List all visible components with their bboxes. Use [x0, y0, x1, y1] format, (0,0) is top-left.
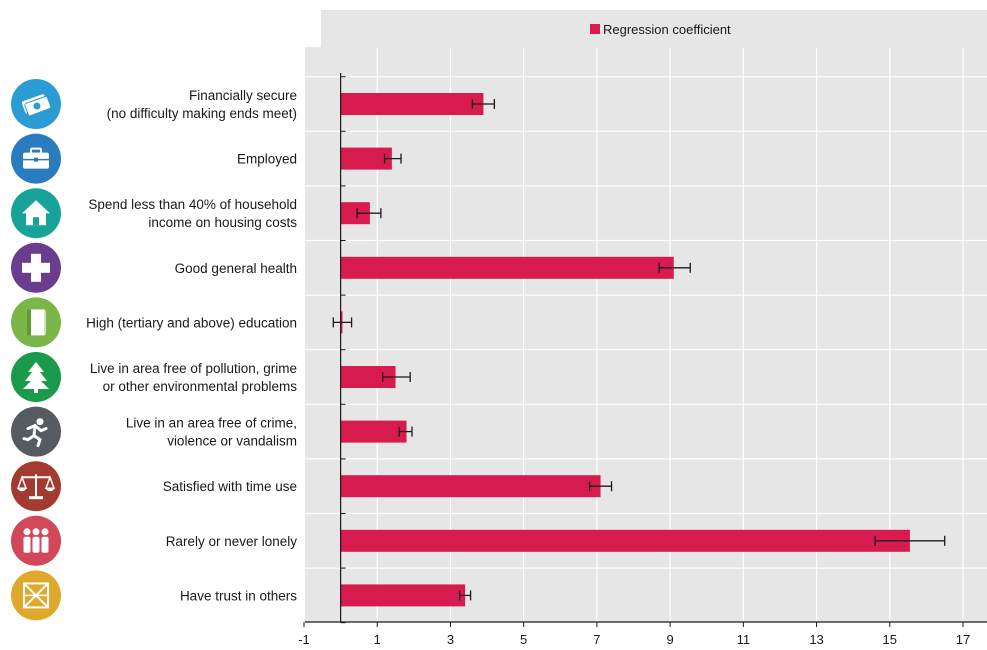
- x-tick-label: 13: [809, 632, 823, 647]
- axes: -1 1 3 5 7 9 11 13 15 17: [298, 73, 987, 647]
- bar: [340, 529, 910, 552]
- grid-lines: [303, 47, 987, 624]
- category-label: Financially secure: [189, 88, 297, 103]
- bar: [340, 366, 396, 388]
- bar: [340, 475, 601, 498]
- legend-label: Regression coefficient: [603, 22, 731, 37]
- money-icon: [11, 79, 61, 129]
- bar: [340, 420, 407, 443]
- plot-background: [305, 47, 987, 622]
- legend: Regression coefficient: [321, 10, 987, 48]
- x-tick-label: 11: [737, 632, 751, 647]
- x-tick-label: 15: [883, 632, 897, 647]
- category-label: violence or vandalism: [167, 434, 297, 449]
- x-tick-label: -1: [298, 632, 310, 647]
- bar: [340, 147, 392, 170]
- scales-icon: [11, 461, 61, 512]
- category-label: income on housing costs: [148, 215, 297, 230]
- health-cross-icon: [11, 242, 61, 293]
- bar: [340, 93, 484, 115]
- x-tick-label: 9: [666, 632, 673, 647]
- x-tick-label: 5: [520, 632, 527, 647]
- x-tick-label: 1: [374, 632, 381, 647]
- legend-box: [321, 10, 987, 48]
- category-label: Satisfied with time use: [163, 479, 297, 494]
- legend-swatch: [590, 24, 600, 34]
- category-icons: [11, 79, 61, 621]
- category-label: Good general health: [175, 261, 297, 276]
- bars: [340, 93, 910, 607]
- category-label: Rarely or never lonely: [166, 534, 298, 549]
- x-tick-label: 3: [447, 632, 454, 647]
- tree-icon: [11, 352, 61, 402]
- category-label: Spend less than 40% of household: [88, 197, 297, 212]
- plot-area: [305, 47, 987, 622]
- people-icon: [11, 515, 61, 566]
- category-label: High (tertiary and above) education: [86, 315, 297, 330]
- error-bars: [332, 99, 946, 601]
- x-tick-label: 7: [593, 632, 600, 647]
- category-label: (no difficulty making ends meet): [107, 106, 297, 121]
- category-label: or other environmental problems: [103, 379, 298, 394]
- bar: [340, 256, 674, 279]
- category-label: Employed: [237, 152, 297, 167]
- category-label: Have trust in others: [180, 588, 297, 603]
- x-tick-label: 17: [956, 632, 970, 647]
- category-labels: Financially secure (no difficulty making …: [86, 88, 297, 603]
- runner-icon: [11, 406, 61, 457]
- trust-icon: [11, 570, 61, 621]
- bar: [340, 202, 370, 225]
- bar: [340, 584, 466, 607]
- book-icon: [11, 297, 61, 348]
- category-label: Live in an area free of crime,: [126, 416, 297, 431]
- house-icon: [11, 188, 61, 239]
- category-label: Live in area free of pollution, grime: [90, 361, 297, 376]
- briefcase-icon: [11, 133, 61, 184]
